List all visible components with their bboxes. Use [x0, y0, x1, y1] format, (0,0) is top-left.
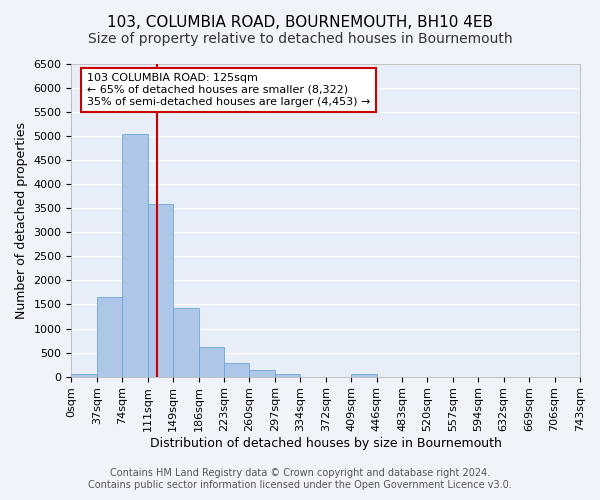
Bar — [122, 134, 148, 376]
Bar — [250, 370, 275, 376]
Bar — [275, 374, 300, 376]
Bar — [97, 297, 122, 376]
Text: 103 COLUMBIA ROAD: 125sqm
← 65% of detached houses are smaller (8,322)
35% of se: 103 COLUMBIA ROAD: 125sqm ← 65% of detac… — [86, 74, 370, 106]
Bar — [224, 362, 250, 376]
Bar — [351, 374, 377, 376]
Text: 103, COLUMBIA ROAD, BOURNEMOUTH, BH10 4EB: 103, COLUMBIA ROAD, BOURNEMOUTH, BH10 4E… — [107, 15, 493, 30]
Bar — [173, 308, 199, 376]
Text: Contains HM Land Registry data © Crown copyright and database right 2024.
Contai: Contains HM Land Registry data © Crown c… — [88, 468, 512, 490]
Bar — [148, 204, 173, 376]
Bar — [199, 348, 224, 376]
X-axis label: Distribution of detached houses by size in Bournemouth: Distribution of detached houses by size … — [150, 437, 502, 450]
Bar — [71, 374, 97, 376]
Y-axis label: Number of detached properties: Number of detached properties — [15, 122, 28, 319]
Text: Size of property relative to detached houses in Bournemouth: Size of property relative to detached ho… — [88, 32, 512, 46]
